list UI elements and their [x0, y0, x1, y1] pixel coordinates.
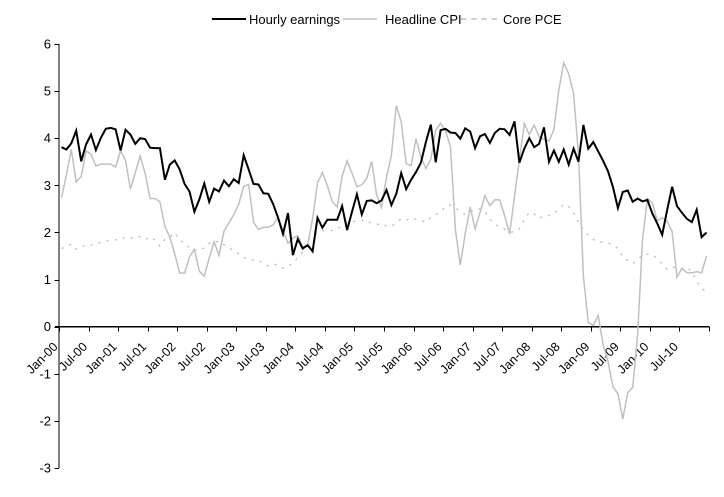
svg-text:5: 5 [44, 84, 51, 99]
svg-text:-2: -2 [39, 413, 51, 428]
svg-text:-1: -1 [39, 366, 51, 381]
svg-text:Core PCE: Core PCE [503, 12, 562, 27]
svg-text:6: 6 [44, 37, 51, 52]
svg-text:2: 2 [44, 225, 51, 240]
svg-text:4: 4 [44, 131, 51, 146]
svg-text:0: 0 [44, 319, 51, 334]
svg-text:1: 1 [44, 272, 51, 287]
svg-text:3: 3 [44, 178, 51, 193]
svg-text:Hourly earnings: Hourly earnings [249, 12, 341, 27]
svg-text:-3: -3 [39, 461, 51, 476]
svg-text:Headline CPI: Headline CPI [385, 12, 462, 27]
